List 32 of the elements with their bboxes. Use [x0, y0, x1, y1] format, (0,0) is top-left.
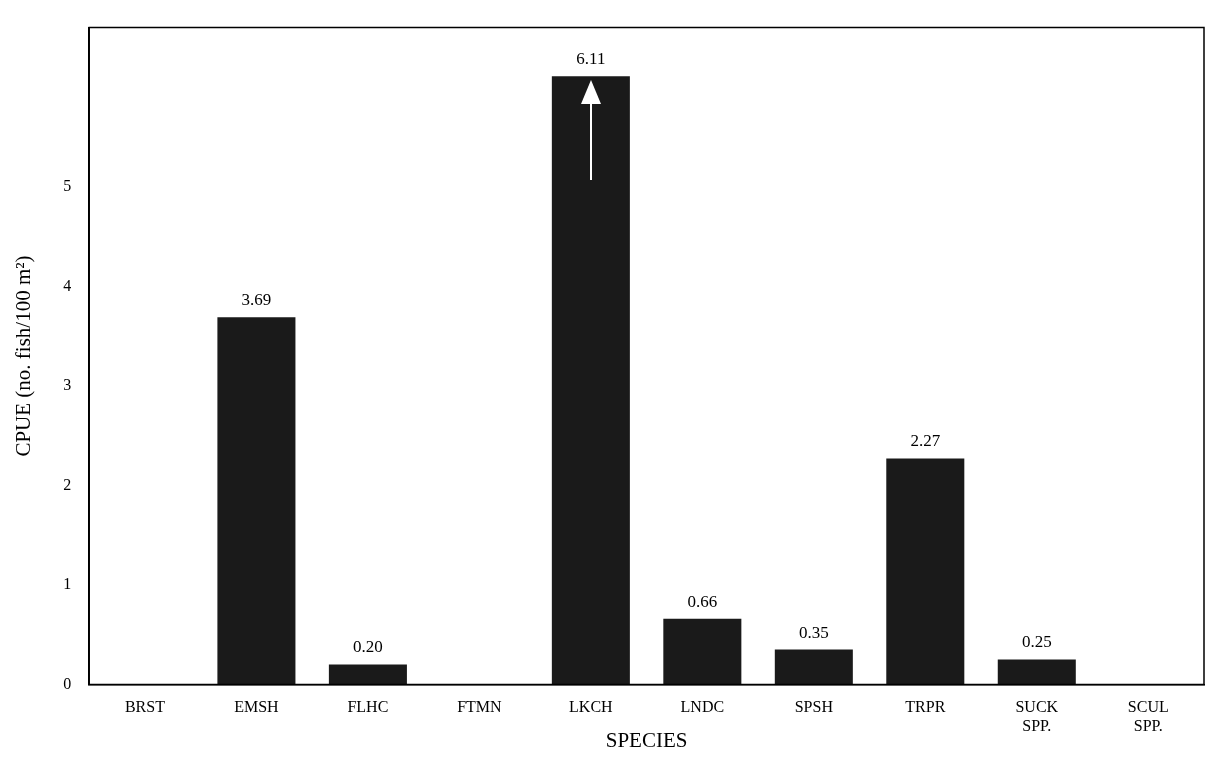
x-tick-label: BRST — [124, 698, 166, 716]
y-tick-label: 1 — [63, 575, 72, 593]
y-tick-label: 5 — [63, 177, 72, 195]
data-label: 0.35 — [798, 622, 829, 642]
data-label: 0.66 — [687, 591, 718, 611]
y-tick-label: 0 — [63, 674, 72, 692]
data-label: 2.27 — [910, 431, 941, 451]
bar — [886, 458, 965, 685]
y-tick-label: 3 — [63, 376, 72, 394]
x-axis-title: SPECIES — [605, 727, 688, 752]
x-tick-label: FTMN — [457, 698, 503, 716]
data-label: 0.25 — [1021, 632, 1052, 652]
bar — [217, 317, 296, 685]
x-tick-label: SUCK SPP. — [1015, 698, 1059, 735]
bar — [663, 618, 742, 685]
data-label: 0.20 — [353, 637, 383, 657]
y-axis-title: CPUE (no. fish/100 m²) — [11, 255, 36, 457]
x-tick-label: LNDC — [680, 698, 725, 716]
data-label: 6.11 — [576, 49, 606, 69]
bar — [328, 664, 407, 685]
x-tick-label: SCUL SPP. — [1127, 698, 1169, 735]
x-tick-label: TRPR — [905, 698, 946, 716]
x-tick-label: SPSH — [794, 698, 834, 716]
x-tick-label: EMSH — [234, 698, 280, 716]
x-tick-label: LKCH — [569, 698, 614, 716]
bar — [997, 659, 1076, 685]
x-tick-label: FLHC — [347, 698, 389, 716]
y-tick-label: 2 — [63, 475, 72, 493]
bar — [551, 76, 630, 685]
bar — [774, 649, 853, 685]
data-label: 3.69 — [241, 290, 272, 310]
y-tick-label: 4 — [63, 276, 72, 294]
